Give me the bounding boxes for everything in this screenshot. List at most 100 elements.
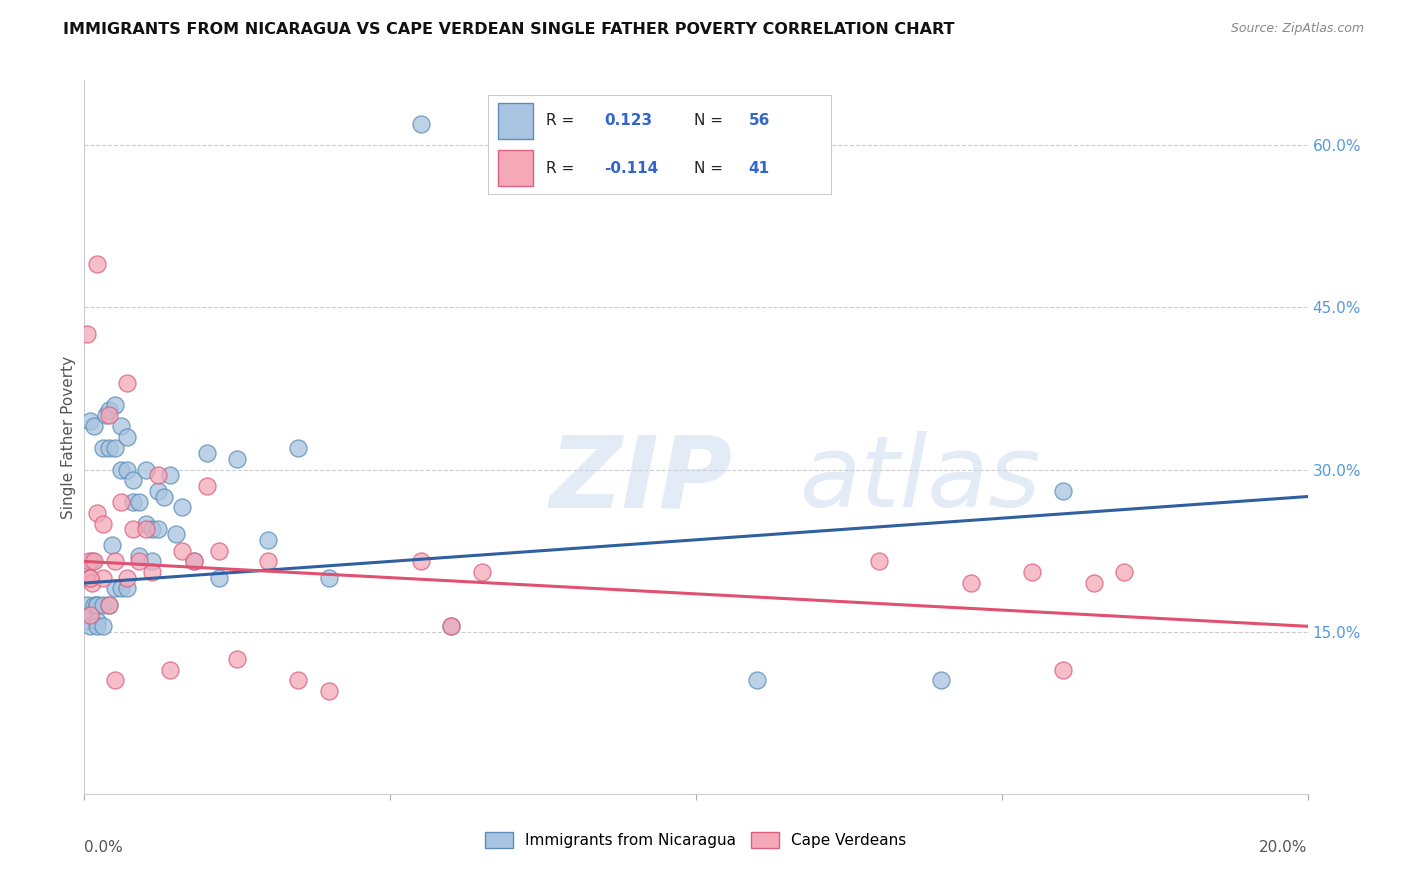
Text: IMMIGRANTS FROM NICARAGUA VS CAPE VERDEAN SINGLE FATHER POVERTY CORRELATION CHAR: IMMIGRANTS FROM NICARAGUA VS CAPE VERDEA…	[63, 22, 955, 37]
Point	[318, 684, 340, 698]
Legend: Immigrants from Nicaragua, Cape Verdeans: Immigrants from Nicaragua, Cape Verdeans	[479, 826, 912, 854]
Point	[146, 484, 169, 499]
Point	[141, 554, 163, 568]
Point	[115, 430, 138, 444]
Point	[1052, 484, 1074, 499]
Point	[183, 554, 205, 568]
Point	[97, 409, 120, 423]
Point	[79, 571, 101, 585]
Point	[77, 571, 100, 585]
Text: ZIP: ZIP	[550, 432, 733, 528]
Point	[172, 543, 194, 558]
Point	[122, 495, 145, 509]
Point	[110, 419, 132, 434]
Point	[122, 522, 145, 536]
Point	[122, 473, 145, 487]
Text: 0.0%: 0.0%	[84, 840, 124, 855]
Point	[86, 614, 108, 628]
Point	[409, 116, 432, 130]
Point	[1052, 663, 1074, 677]
Point	[76, 327, 98, 342]
Point	[83, 598, 105, 612]
Point	[440, 619, 463, 633]
Point	[79, 414, 101, 428]
Point	[97, 441, 120, 455]
Point	[76, 598, 98, 612]
Point	[471, 566, 494, 580]
Point	[159, 663, 181, 677]
Point	[104, 398, 127, 412]
Point	[110, 582, 132, 596]
Y-axis label: Single Father Poverty: Single Father Poverty	[60, 356, 76, 518]
Point	[287, 673, 309, 688]
Point	[135, 516, 157, 531]
Point	[128, 549, 150, 563]
Point	[79, 571, 101, 585]
Point	[94, 409, 117, 423]
Point	[83, 554, 105, 568]
Point	[195, 479, 218, 493]
Point	[101, 538, 124, 552]
Point	[128, 554, 150, 568]
Text: Source: ZipAtlas.com: Source: ZipAtlas.com	[1230, 22, 1364, 36]
Point	[91, 598, 114, 612]
Point	[257, 554, 280, 568]
Point	[135, 522, 157, 536]
Point	[195, 446, 218, 460]
Point	[91, 571, 114, 585]
Point	[115, 462, 138, 476]
Point	[80, 554, 103, 568]
Point	[183, 554, 205, 568]
Point	[79, 619, 101, 633]
Point	[226, 651, 249, 665]
Point	[287, 441, 309, 455]
Point	[869, 554, 891, 568]
Point	[86, 598, 108, 612]
Text: atlas: atlas	[800, 432, 1042, 528]
Point	[172, 500, 194, 515]
Point	[91, 441, 114, 455]
Point	[97, 403, 120, 417]
Point	[104, 673, 127, 688]
Point	[257, 533, 280, 547]
Point	[91, 516, 114, 531]
Point	[83, 419, 105, 434]
Point	[97, 598, 120, 612]
Point	[960, 576, 983, 591]
Point	[79, 608, 101, 623]
Point	[141, 522, 163, 536]
Text: 20.0%: 20.0%	[1260, 840, 1308, 855]
Point	[135, 462, 157, 476]
Point	[141, 566, 163, 580]
Point	[146, 467, 169, 482]
Point	[97, 598, 120, 612]
Point	[1114, 566, 1136, 580]
Point	[153, 490, 176, 504]
Point	[115, 376, 138, 390]
Point	[146, 522, 169, 536]
Point	[77, 554, 100, 568]
Point	[409, 554, 432, 568]
Point	[318, 571, 340, 585]
Point	[159, 467, 181, 482]
Point	[110, 462, 132, 476]
Point	[86, 506, 108, 520]
Point	[1083, 576, 1105, 591]
Point	[91, 619, 114, 633]
Point	[115, 582, 138, 596]
Point	[208, 571, 231, 585]
Point	[86, 598, 108, 612]
Point	[115, 571, 138, 585]
Point	[79, 608, 101, 623]
Point	[80, 576, 103, 591]
Point	[747, 673, 769, 688]
Point	[104, 554, 127, 568]
Point	[110, 495, 132, 509]
Point	[76, 614, 98, 628]
Point	[1021, 566, 1043, 580]
Point	[165, 527, 187, 541]
Point	[226, 451, 249, 466]
Point	[104, 441, 127, 455]
Point	[208, 543, 231, 558]
Point	[86, 619, 108, 633]
